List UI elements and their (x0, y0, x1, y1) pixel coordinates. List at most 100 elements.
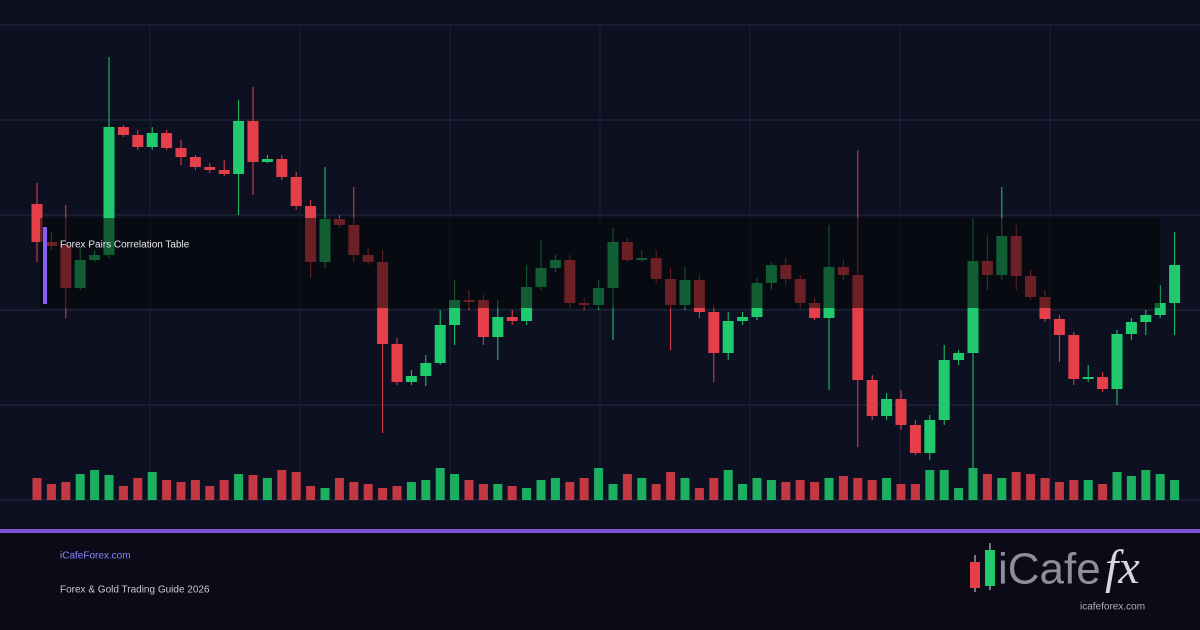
volume-bar (61, 482, 71, 500)
volume-bar (234, 474, 244, 500)
candle-body (1169, 265, 1181, 303)
volume-bar (1126, 476, 1136, 500)
volume-bar (478, 484, 488, 500)
volume-bar (723, 470, 733, 500)
site-name: iCafeForex.com (60, 551, 131, 562)
volume-bar (795, 480, 805, 500)
volume-bar (162, 480, 172, 500)
candle-body (1154, 303, 1166, 315)
volume-bar (651, 484, 661, 500)
volume-bar (766, 480, 776, 500)
candle-body (175, 148, 187, 157)
volume-bar (262, 478, 272, 500)
volume-bar (1040, 478, 1050, 500)
candle-body (866, 380, 878, 416)
volume-bar (608, 484, 618, 500)
volume-bar (1112, 472, 1122, 500)
candle-body (117, 127, 129, 135)
candle-body (909, 425, 921, 453)
candle-body (434, 325, 446, 363)
volume-bar (320, 488, 330, 500)
volume-bar (176, 482, 186, 500)
candle-body (1082, 377, 1094, 379)
volume-bar (939, 470, 949, 500)
footer-divider (0, 529, 1200, 533)
footer-subtitle: Forex & Gold Trading Guide 2026 (60, 585, 210, 596)
footer (0, 530, 1200, 630)
candle-body (1053, 319, 1065, 335)
volume-bar (349, 482, 359, 500)
volume-bar (882, 478, 892, 500)
candle-body (492, 317, 504, 337)
volume-bar (1155, 474, 1165, 500)
volume-bar (133, 478, 143, 500)
overlay-band (40, 218, 1160, 308)
candle-body (276, 159, 288, 177)
volume-bar (565, 482, 575, 500)
volume-bar (738, 484, 748, 500)
candle-body (708, 312, 720, 353)
candle-body (290, 177, 302, 206)
volume-bar (896, 484, 906, 500)
volume-bar (1011, 472, 1021, 500)
candle-body (1125, 322, 1137, 334)
volume-bar (522, 488, 532, 500)
logo-main: iCafe (998, 545, 1101, 594)
volume-bar (752, 478, 762, 500)
volume-bar (219, 480, 229, 500)
volume-bar (997, 478, 1007, 500)
volume-bar (147, 472, 157, 500)
volume-bar (406, 482, 416, 500)
candle-body (953, 353, 965, 360)
candle-body (161, 133, 173, 148)
candle-body (477, 300, 489, 337)
volume-bar (1141, 470, 1151, 500)
candle-body (146, 133, 158, 147)
volume-bar (622, 474, 632, 500)
volume-bar (853, 478, 863, 500)
volume-bar (1054, 482, 1064, 500)
volume-bar (810, 482, 820, 500)
volume-bar (867, 480, 877, 500)
volume-bar (709, 478, 719, 500)
candle-body (420, 363, 432, 376)
volume-bar (118, 486, 128, 500)
volume-bar (334, 478, 344, 500)
volume-bar (925, 470, 935, 500)
volume-bar (550, 478, 560, 500)
candle-body (737, 317, 749, 321)
volume-bar (1170, 480, 1180, 500)
candle-body (405, 376, 417, 382)
candle-body (1111, 334, 1123, 389)
volume-bar (1026, 474, 1036, 500)
volume-bar (637, 478, 647, 500)
volume-bar (954, 488, 964, 500)
volume-bar (838, 476, 848, 500)
candle-body (1068, 335, 1080, 379)
candle-body (881, 399, 893, 416)
volume-bar (493, 484, 503, 500)
volume-bar (421, 480, 431, 500)
logo-icon (970, 543, 995, 592)
candle-body (809, 303, 821, 318)
volume-bar (277, 470, 287, 500)
volume-bar (680, 478, 690, 500)
volume-bar (75, 474, 85, 500)
candle-body (895, 399, 907, 425)
candle-body (31, 204, 43, 242)
candle-body (1140, 315, 1152, 322)
volume-bar (1069, 480, 1079, 500)
volume-bar (666, 472, 676, 500)
overlay-label: Forex Pairs Correlation Table (60, 240, 190, 251)
candle-body (132, 135, 144, 147)
candle-body (449, 300, 461, 325)
volume-bar (1098, 484, 1108, 500)
volume-bar (968, 468, 978, 500)
candle-body (247, 121, 259, 162)
volume-bar (248, 475, 258, 500)
volume-bar (450, 474, 460, 500)
volume-bar (824, 478, 834, 500)
candle-body (722, 321, 734, 353)
overlay-accent (43, 227, 47, 304)
volume-bar (306, 486, 316, 500)
